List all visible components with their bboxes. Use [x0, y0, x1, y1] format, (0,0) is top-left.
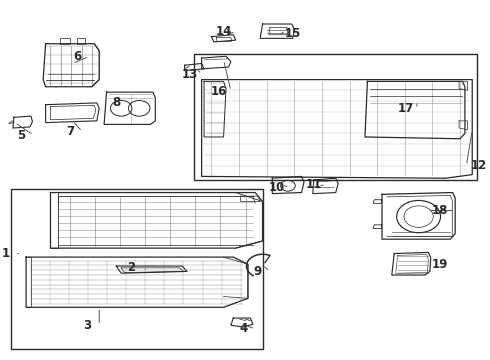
Text: 2: 2	[127, 261, 135, 274]
Text: 9: 9	[254, 265, 262, 278]
Text: 14: 14	[216, 25, 232, 38]
Text: 8: 8	[112, 96, 121, 109]
Text: 15: 15	[285, 27, 301, 40]
Bar	[195, 54, 477, 180]
Bar	[11, 189, 263, 348]
Text: 13: 13	[181, 68, 197, 81]
Text: 11: 11	[306, 178, 322, 191]
Text: 17: 17	[397, 103, 414, 116]
Text: 5: 5	[17, 129, 25, 142]
Text: 16: 16	[211, 85, 227, 98]
Text: 18: 18	[431, 204, 448, 217]
Text: 12: 12	[470, 159, 487, 172]
Text: 7: 7	[66, 125, 74, 138]
Text: 6: 6	[73, 50, 81, 63]
Text: 10: 10	[269, 181, 285, 194]
Text: 19: 19	[431, 258, 448, 271]
Text: 4: 4	[239, 322, 247, 335]
Text: 1: 1	[1, 247, 10, 260]
Text: 3: 3	[83, 319, 91, 332]
